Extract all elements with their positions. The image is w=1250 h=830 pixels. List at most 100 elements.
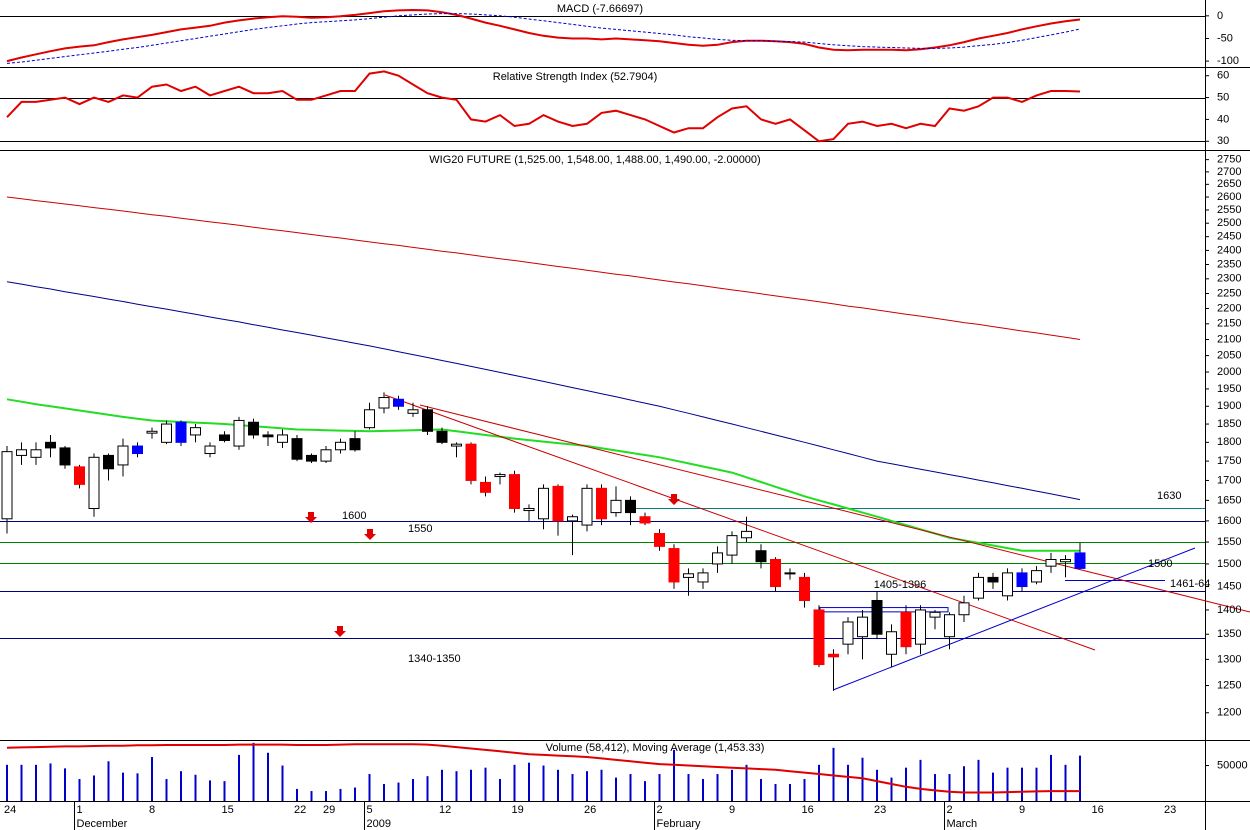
candle-body [277,434,288,443]
bar [644,781,646,801]
candle-body [1060,558,1071,563]
candle-body [16,449,27,456]
x-tick-label: 22 [294,804,306,816]
bar [194,774,197,801]
zone-label: 1405-1396 [874,579,927,591]
panel-marks: Relative Strength Index (52.7904) 60 50 40 3… [493,70,1230,148]
level-label: 1550 [408,523,432,535]
panel-title: Relative Strength Index (52.7904) [493,71,658,83]
candle-body [842,621,854,645]
candle-body [886,631,897,655]
bar [252,742,255,801]
bar [455,771,458,801]
y-tick-label: 1750 [1217,455,1241,467]
y-tick-label: 1550 [1217,536,1241,548]
bar [992,772,994,801]
bar [136,773,139,801]
month-label: March [947,818,978,830]
candle-body [900,611,912,648]
y-tick-label: 1500 [1217,558,1241,570]
x-tick-label: 5 [367,804,373,816]
candle-body [871,599,883,635]
bar [325,791,327,801]
candle-body [161,423,172,443]
candle-body [929,611,941,618]
y-tick-label: 1200 [1217,707,1241,719]
candle-body [509,474,520,509]
month-label: 2009 [367,818,391,830]
candle-body [494,474,506,478]
y-tick-label: 1400 [1217,604,1241,616]
y-tick-label: 2150 [1217,318,1241,330]
y-tick-label: 2300 [1217,273,1241,285]
x-tick-label: 19 [512,804,524,816]
y-tick-label: 2550 [1217,204,1241,216]
bar [484,767,487,801]
y-tick-label: 1850 [1217,418,1241,430]
candle-body [103,454,114,470]
bar [397,782,400,801]
bar [702,779,704,801]
trend-line [384,394,1096,651]
y-tick-label: 2700 [1217,166,1241,178]
bar [1006,767,1009,801]
candle-body [523,507,535,512]
candle-body [422,409,433,432]
y-tick-label: 1900 [1217,400,1241,412]
candle-body [639,516,651,524]
bar [281,765,284,801]
y-tick-label: 2200 [1217,302,1241,314]
bar [716,774,719,801]
bar [658,774,661,801]
candle-body [291,438,303,460]
y-tick-label: 1800 [1217,436,1241,448]
y-tick-label: 60 [1217,70,1229,82]
y-tick-label: 2100 [1217,333,1241,345]
y-tick-label: 2000 [1217,366,1241,378]
y-tick-label: 1450 [1217,580,1241,592]
y-tick-label: 2350 [1217,258,1241,270]
candle-body [320,449,332,462]
panel [0,8,1205,64]
series-line [6,196,1081,340]
bar [803,779,806,801]
candle-body [349,438,361,451]
candle-body [581,487,593,526]
level-label: 1600 [342,510,366,522]
candle-body [219,434,230,441]
bar [789,783,791,801]
bar [209,780,211,801]
bar [600,769,603,801]
bar [1035,767,1038,801]
candle-body [784,572,796,575]
candle-body [146,430,158,434]
bar [948,774,951,801]
y-tick-label: 0 [1217,10,1223,22]
bar [760,779,762,801]
candle-body [915,609,926,645]
panel-title: Volume (58,412), Moving Average (1,453.3… [546,742,765,754]
y-tick-label: 2250 [1217,287,1241,299]
bar [905,767,907,801]
candle-body [1016,572,1028,588]
series-line [6,281,1081,501]
bar [383,783,385,801]
y-tick-label: 2750 [1217,154,1241,166]
candle-body [973,576,984,599]
trend-lines [384,394,1250,691]
x-tick-label: 2 [657,804,663,816]
y-tick-label: 1300 [1217,653,1241,665]
candle-body [480,481,491,493]
x-tick-label: 9 [1019,804,1025,816]
bar [673,749,675,801]
x-tick-label: 23 [1164,804,1176,816]
candle-body [1074,552,1086,569]
x-tick-label: 8 [149,804,155,816]
arrows [305,494,680,637]
candle-body [30,449,42,458]
panel-marks: WIG20 FUTURE (1,525.00, 1,548.00, 1,488.… [1,154,1241,719]
bar [107,761,110,801]
panel-marks: Volume (58,412), Moving Average (1,453.3… [4,742,1248,830]
